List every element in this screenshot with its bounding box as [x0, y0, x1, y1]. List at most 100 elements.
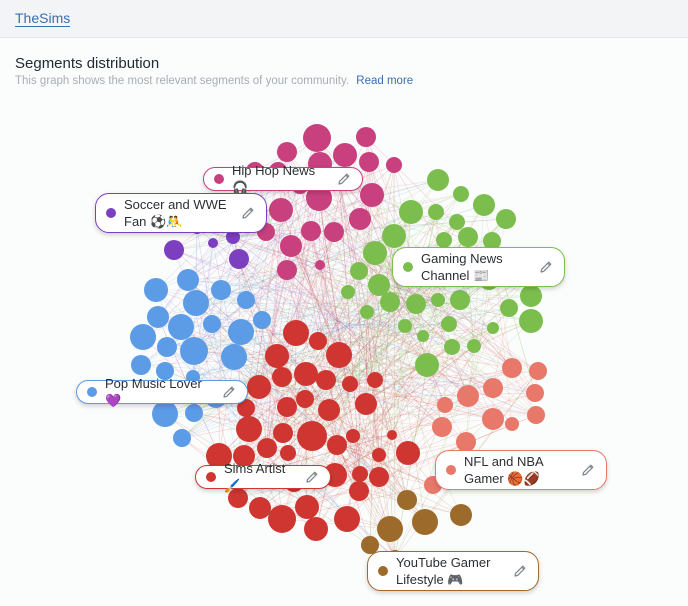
graph-node-blue	[237, 291, 255, 309]
graph-node-red	[249, 497, 271, 519]
graph-edge	[378, 301, 391, 478]
graph-edge	[281, 473, 361, 520]
graph-edge	[220, 289, 475, 347]
graph-edge	[424, 370, 539, 523]
graph-node-red	[273, 423, 293, 443]
pencil-icon[interactable]	[221, 384, 237, 400]
graph-node-brown	[397, 490, 417, 510]
page-title: Segments distribution	[15, 55, 160, 72]
graph-edge	[304, 364, 428, 400]
pencil-icon[interactable]	[512, 563, 528, 579]
pencil-icon[interactable]	[538, 259, 554, 275]
graph-node-red	[387, 430, 397, 440]
graph-edge	[415, 303, 494, 329]
graph-node-magenta	[359, 152, 379, 172]
graph-edge	[157, 316, 406, 327]
graph-edge	[334, 323, 450, 476]
graph-node-blue	[157, 337, 177, 357]
segment-label-youtube[interactable]: YouTube Gamer Lifestyle 🎮	[367, 551, 539, 591]
graph-edge	[338, 178, 396, 559]
segment-label-soccer[interactable]: Soccer and WWE Fan ⚽🤼	[95, 193, 267, 233]
graph-edge	[164, 413, 284, 434]
graph-edge	[338, 178, 408, 501]
graph-node-red	[297, 421, 327, 451]
graph-edge	[280, 209, 340, 356]
pencil-icon[interactable]	[304, 469, 320, 485]
graph-node-green	[483, 232, 501, 250]
graph-edge	[319, 163, 336, 476]
graph-edge	[240, 323, 450, 333]
graph-node-red	[295, 495, 319, 519]
graph-node-blue	[173, 429, 191, 447]
graph-edge	[378, 454, 426, 523]
graph-node-blue	[253, 311, 271, 329]
graph-edge	[245, 299, 536, 394]
graph-edge	[336, 444, 434, 486]
graph-edge	[407, 346, 453, 454]
pencil-icon[interactable]	[580, 462, 596, 478]
graph-node-green	[441, 316, 457, 332]
graph-node-red	[349, 481, 369, 501]
graph-node-magenta	[324, 222, 344, 242]
graph-node-green	[444, 339, 460, 355]
segment-label-sims[interactable]: Sims Artist 🖌️	[195, 461, 331, 493]
graph-node-green	[436, 232, 452, 248]
graph-node-magenta	[356, 127, 376, 147]
graph-edge	[315, 444, 338, 530]
graph-edge	[196, 227, 321, 266]
graph-edge	[422, 335, 494, 420]
graph-edge	[266, 209, 282, 449]
read-more-link[interactable]: Read more	[356, 75, 414, 87]
graph-edge	[304, 398, 380, 456]
graph-edge	[187, 279, 330, 411]
segment-label-nfl[interactable]: NFL and NBA Gamer 🏀🏈	[435, 450, 607, 490]
graph-edge	[142, 336, 295, 483]
graph-node-magenta	[349, 208, 371, 230]
graph-node-blue	[168, 314, 194, 340]
graph-edge	[286, 269, 443, 428]
graph-node-green	[360, 305, 374, 319]
segment-label-gaming[interactable]: Gaming News Channel 📰	[392, 247, 565, 287]
graph-edge	[346, 426, 443, 520]
segment-label-pop[interactable]: Pop Music Lover 💜	[76, 376, 248, 408]
graph-edge	[173, 230, 312, 251]
graph-node-green	[368, 274, 390, 296]
graph-edge	[444, 323, 450, 406]
graph-node-salmon	[527, 406, 545, 424]
graph-node-green	[428, 204, 444, 220]
graph-edge	[328, 409, 371, 546]
segment-color-dot	[206, 472, 216, 482]
graph-node-green	[519, 309, 543, 333]
graph-edge	[232, 236, 321, 266]
graph-edge	[195, 221, 458, 304]
graph-edge	[319, 235, 395, 266]
graph-node-red	[236, 416, 262, 442]
graph-edge	[290, 245, 536, 394]
graph-edge	[173, 249, 494, 389]
graph-node-green	[520, 285, 542, 307]
graph-node-green	[427, 169, 449, 191]
graph-edge	[290, 245, 469, 397]
pencil-icon[interactable]	[240, 205, 256, 221]
graph-edge	[218, 373, 307, 457]
graph-edge	[218, 356, 235, 457]
graph-edge	[187, 194, 373, 281]
brand-link[interactable]: TheSims	[15, 10, 71, 27]
graph-node-magenta	[269, 198, 293, 222]
graph-edge	[266, 163, 321, 449]
segment-color-dot	[214, 174, 224, 184]
graph-edge	[315, 364, 428, 530]
graph-edge	[333, 218, 507, 233]
graph-edge	[282, 194, 373, 434]
pencil-icon[interactable]	[336, 171, 352, 187]
graph-node-green	[382, 224, 406, 248]
graph-node-green	[341, 285, 355, 299]
graph-node-salmon	[457, 385, 479, 407]
graph-node-red	[257, 438, 277, 458]
graph-node-blue	[211, 280, 231, 300]
graph-edge	[215, 396, 462, 516]
graph-node-blue	[180, 337, 208, 365]
segment-label-hiphop[interactable]: Hip Hop News 🎧	[203, 163, 363, 195]
graph-edge	[378, 301, 391, 478]
graph-edge	[157, 316, 539, 372]
